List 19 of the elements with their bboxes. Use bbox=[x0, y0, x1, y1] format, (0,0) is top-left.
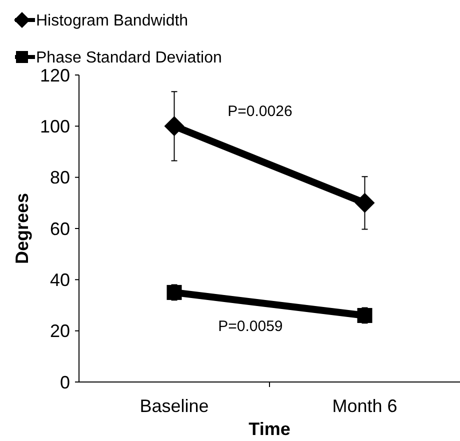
y-tick-label: 40 bbox=[50, 270, 70, 290]
y-tick-label: 120 bbox=[40, 65, 70, 86]
point bbox=[164, 116, 184, 136]
legend-label: Phase Standard Deviation bbox=[36, 50, 222, 67]
annotation: P=0.0026 bbox=[228, 102, 292, 120]
x-tick-label: Month 6 bbox=[332, 396, 398, 416]
y-tick-label: 20 bbox=[50, 321, 70, 342]
y-tick-label: 80 bbox=[50, 168, 70, 188]
x-axis-title: Time bbox=[248, 419, 290, 439]
y-tick-label: 60 bbox=[50, 218, 70, 239]
annotation: P=0.0059 bbox=[218, 318, 283, 335]
y-tick-label: 100 bbox=[40, 116, 70, 136]
point bbox=[354, 192, 375, 213]
legend-label: Histogram Bandwidth bbox=[36, 12, 188, 30]
x-tick-label: Baseline bbox=[140, 396, 209, 416]
point bbox=[166, 284, 182, 300]
y-tick-label: 0 bbox=[60, 372, 70, 392]
y-axis-title: Degrees bbox=[12, 192, 32, 264]
point bbox=[357, 308, 372, 323]
